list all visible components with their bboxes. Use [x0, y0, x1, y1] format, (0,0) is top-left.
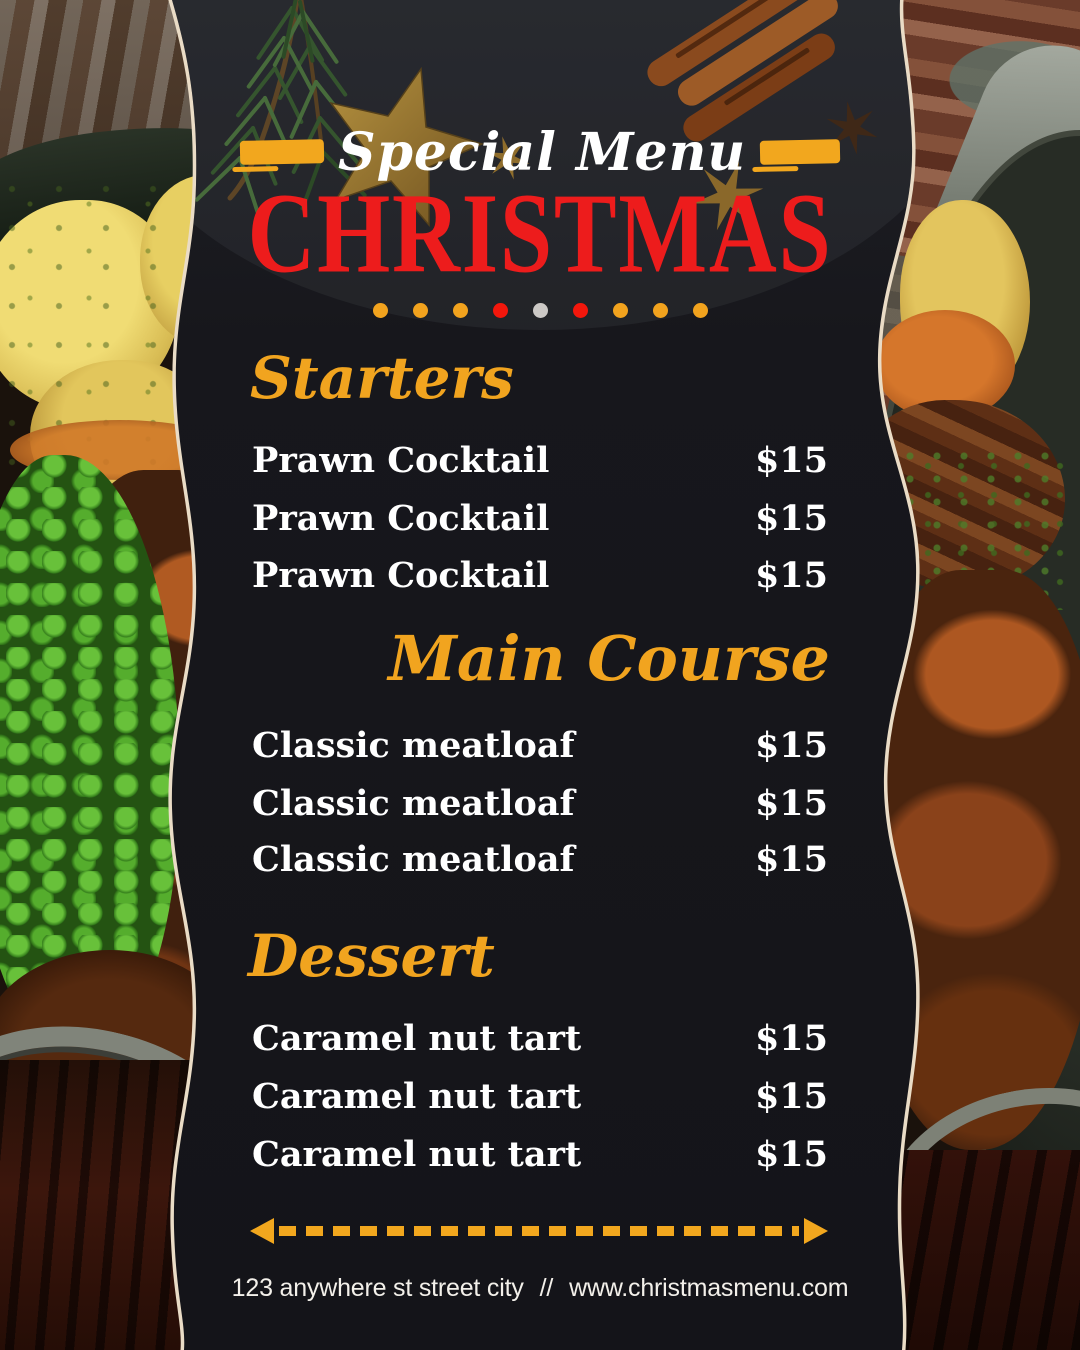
item-name: Classic meatloaf — [252, 839, 575, 880]
menu-item-row: Caramel nut tart $15 — [252, 1132, 828, 1178]
item-price: $15 — [754, 725, 828, 766]
item-price: $15 — [754, 1076, 828, 1117]
footer-separator: // — [539, 1274, 554, 1302]
dot — [372, 303, 388, 318]
poster-title: CHRISTMAS — [247, 170, 833, 298]
dot — [492, 303, 508, 318]
slate-glow — [171, 0, 917, 330]
menu-item-row: Prawn Cocktail $15 — [252, 438, 828, 484]
tagline-row: Special Menu — [239, 112, 841, 192]
dashed-line — [279, 1226, 799, 1236]
dot — [612, 303, 628, 318]
section-heading-starters: Starters — [250, 344, 514, 412]
right-food-photo — [830, 0, 1080, 1350]
item-name: Prawn Cocktail — [252, 498, 550, 539]
item-price: $15 — [754, 555, 828, 596]
tagline: Special Menu — [338, 121, 747, 183]
item-price: $15 — [754, 498, 828, 539]
menu-item-row: Classic meatloaf $15 — [252, 723, 828, 769]
dot — [412, 303, 428, 318]
section-heading-dessert: Dessert — [248, 922, 495, 990]
item-price: $15 — [754, 783, 828, 824]
item-name: Caramel nut tart — [252, 1018, 582, 1059]
brush-stroke-left — [239, 139, 325, 165]
item-name: Classic meatloaf — [252, 725, 575, 766]
section-heading-main-course: Main Course — [388, 622, 830, 695]
menu-item-row: Classic meatloaf $15 — [252, 837, 828, 883]
item-price: $15 — [754, 440, 828, 481]
menu-item-row: Caramel nut tart $15 — [252, 1016, 828, 1062]
footer: 123 anywhere st street city // www.chris… — [140, 1274, 940, 1303]
item-name: Classic meatloaf — [252, 783, 575, 824]
menu-item-row: Prawn Cocktail $15 — [252, 496, 828, 542]
menu-item-row: Caramel nut tart $15 — [252, 1074, 828, 1120]
footer-address: 123 anywhere st street city — [231, 1274, 524, 1302]
item-name: Caramel nut tart — [252, 1134, 582, 1175]
arrowhead-right-icon — [804, 1218, 828, 1244]
cinnamon-sticks-icon — [647, 0, 838, 142]
item-price: $15 — [754, 1018, 828, 1059]
item-name: Caramel nut tart — [252, 1076, 582, 1117]
dot — [692, 303, 708, 318]
dot — [452, 303, 468, 318]
gold-star-icon — [329, 66, 485, 228]
item-price: $15 — [754, 839, 828, 880]
dots-divider — [250, 303, 830, 318]
dot — [532, 303, 548, 318]
pine-branch-icon — [194, 0, 367, 218]
item-price: $15 — [754, 1134, 828, 1175]
item-name: Prawn Cocktail — [252, 440, 550, 481]
arrowhead-left-icon — [250, 1218, 274, 1244]
brush-stroke-right — [760, 139, 841, 165]
dot — [652, 303, 668, 318]
dashed-arrow-icon — [250, 1217, 828, 1245]
footer-website: www.christmasmenu.com — [569, 1274, 849, 1302]
menu-item-row: Prawn Cocktail $15 — [252, 553, 828, 599]
dot — [572, 303, 588, 318]
item-name: Prawn Cocktail — [252, 555, 550, 596]
menu-item-row: Classic meatloaf $15 — [252, 781, 828, 827]
